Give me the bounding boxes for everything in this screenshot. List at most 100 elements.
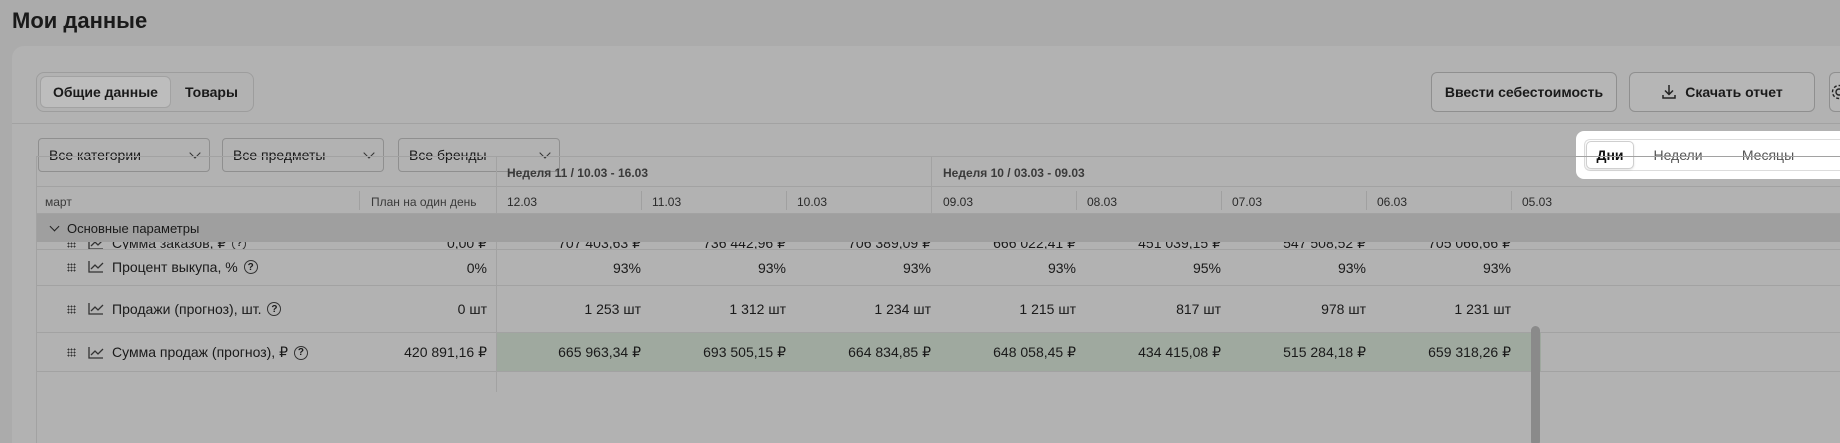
cell-value: 93% — [1337, 260, 1366, 276]
date-header: 10.03 — [797, 195, 828, 209]
help-icon[interactable]: ? — [267, 302, 282, 316]
date-header-row: март План на один день 12.03 11.03 10.03… — [37, 187, 1840, 214]
chevron-down-icon[interactable] — [49, 221, 60, 232]
table-scrollbar[interactable] — [1531, 326, 1540, 443]
cell-value: 693 505,15 ₽ — [703, 344, 786, 360]
table-row: Сумма продаж (прогноз), ₽ ? 420 891,16 ₽… — [37, 333, 1840, 372]
settings-button[interactable] — [1829, 72, 1840, 112]
column-divider — [496, 333, 497, 371]
date-header: 07.03 — [1232, 195, 1263, 209]
drag-handle-icon[interactable] — [67, 348, 76, 357]
cell-value: 665 963,34 ₽ — [558, 344, 641, 360]
metric-name: Сумма продаж (прогноз), ₽ — [112, 344, 288, 360]
period-days[interactable]: Дни — [1586, 141, 1634, 169]
date-header: 08.03 — [1087, 195, 1118, 209]
cell-value: 93% — [757, 260, 786, 276]
cell-value: 1 231 шт — [1454, 301, 1511, 317]
help-icon[interactable]: ? — [293, 345, 308, 360]
column-divider — [786, 191, 787, 210]
panel-toolbar: Общие данные Товары Ввести себестоимость… — [12, 46, 1840, 124]
help-icon[interactable]: ? — [243, 260, 258, 274]
plan-value: 0 шт — [457, 301, 487, 317]
period-switcher: Дни Недели Месяцы — [1576, 131, 1840, 179]
report-panel: Общие данные Товары Ввести себестоимость… — [12, 46, 1840, 443]
period-weeks[interactable]: Недели — [1653, 147, 1703, 163]
download-icon — [1662, 85, 1677, 99]
data-tabs: Общие данные Товары — [36, 72, 254, 112]
tab-general-data[interactable]: Общие данные — [40, 76, 171, 108]
table-row: Процент выкупа, % ? 0% 93% 93% 93% 93% 9… — [37, 250, 1840, 286]
column-divider — [1076, 191, 1077, 210]
cell-value: 1 312 шт — [729, 301, 786, 317]
brands-filter-value: Все бренды — [409, 147, 487, 163]
chart-icon[interactable] — [88, 303, 104, 315]
tab-products[interactable]: Товары — [184, 84, 238, 100]
plan-value: 420 891,16 ₽ — [404, 344, 487, 360]
brands-filter[interactable]: Все бренды — [398, 138, 560, 172]
week-header: Неделя 10 / 03.03 - 09.03 — [943, 166, 1085, 180]
chart-icon[interactable] — [88, 346, 104, 359]
page-title: Мои данные — [12, 8, 148, 33]
week-header: Неделя 11 / 10.03 - 16.03 — [507, 166, 648, 180]
metric-name: Процент выкупа, % — [112, 259, 238, 275]
column-divider — [1511, 191, 1512, 210]
period-options: Дни Недели Месяцы — [1584, 139, 1840, 171]
cell-value: 95% — [1192, 260, 1221, 276]
section-main-params[interactable]: Основные параметры — [37, 214, 1840, 242]
metric-name: Сумма заказов, ₽ — [112, 242, 227, 250]
drag-handle-icon[interactable] — [67, 304, 76, 314]
categories-filter-value: Все категории — [49, 147, 141, 163]
period-months[interactable]: Месяцы — [1741, 147, 1795, 163]
column-divider — [359, 191, 360, 210]
cell-value: 707 403,63 ₽ — [558, 242, 641, 250]
month-column-header: март — [45, 195, 72, 209]
cell-value: 93% — [1047, 260, 1076, 276]
table-row: Сумма заказов, ₽ ? 0,00 ₽ 707 403,63 ₽ 7… — [37, 242, 1840, 250]
cell-value: 93% — [1482, 260, 1511, 276]
cell-value: 978 шт — [1321, 301, 1366, 317]
chart-icon[interactable] — [88, 261, 104, 273]
row-label: Сумма заказов, ₽ ? — [67, 242, 247, 250]
cell-value: 705 066,66 ₽ — [1428, 242, 1511, 250]
subjects-filter[interactable]: Все предметы — [222, 138, 384, 172]
column-divider — [1366, 191, 1367, 210]
column-divider — [496, 187, 497, 213]
cell-value: 1 234 шт — [874, 301, 931, 317]
enter-cost-button[interactable]: Ввести себестоимость — [1431, 72, 1617, 112]
week-header-row: Неделя 11 / 10.03 - 16.03 Неделя 10 / 03… — [37, 157, 1840, 187]
subjects-filter-value: Все предметы — [233, 147, 326, 163]
column-divider — [496, 372, 497, 392]
cell-value: 666 022,41 ₽ — [993, 242, 1076, 250]
cell-value: 451 039,15 ₽ — [1138, 242, 1221, 250]
column-divider — [641, 191, 642, 210]
cell-value: 648 058,45 ₽ — [993, 344, 1076, 360]
cell-value: 706 389,09 ₽ — [848, 242, 931, 250]
row-cells — [497, 333, 1541, 371]
cell-value: 1 253 шт — [584, 301, 641, 317]
plan-value: 0,00 ₽ — [446, 242, 487, 250]
help-icon[interactable]: ? — [232, 242, 247, 249]
drag-handle-icon[interactable] — [67, 262, 76, 272]
metric-name: Продажи (прогноз), шт. — [112, 301, 262, 317]
row-label: Процент выкупа, % ? — [67, 259, 258, 275]
cell-value: 93% — [612, 260, 641, 276]
column-divider — [496, 286, 497, 332]
column-divider — [931, 157, 932, 186]
data-table: Неделя 11 / 10.03 - 16.03 Неделя 10 / 03… — [36, 156, 1840, 443]
drag-handle-icon[interactable] — [67, 242, 76, 248]
column-divider — [496, 157, 497, 186]
cell-value: 817 шт — [1176, 301, 1221, 317]
table-row: Продажи (прогноз), шт. ? 0 шт 1 253 шт 1… — [37, 286, 1840, 333]
download-report-button[interactable]: Скачать отчет — [1629, 72, 1815, 112]
gear-icon — [1831, 84, 1840, 100]
section-label: Основные параметры — [67, 221, 200, 236]
cell-value: 547 508,52 ₽ — [1283, 242, 1366, 250]
download-report-label: Скачать отчет — [1685, 84, 1783, 100]
categories-filter[interactable]: Все категории — [38, 138, 210, 172]
cell-value: 736 442,96 ₽ — [703, 242, 786, 250]
cell-value: 93% — [902, 260, 931, 276]
column-divider — [496, 250, 497, 285]
cell-value: 664 834,85 ₽ — [848, 344, 931, 360]
chart-icon[interactable] — [88, 242, 104, 250]
date-header: 12.03 — [507, 195, 538, 209]
